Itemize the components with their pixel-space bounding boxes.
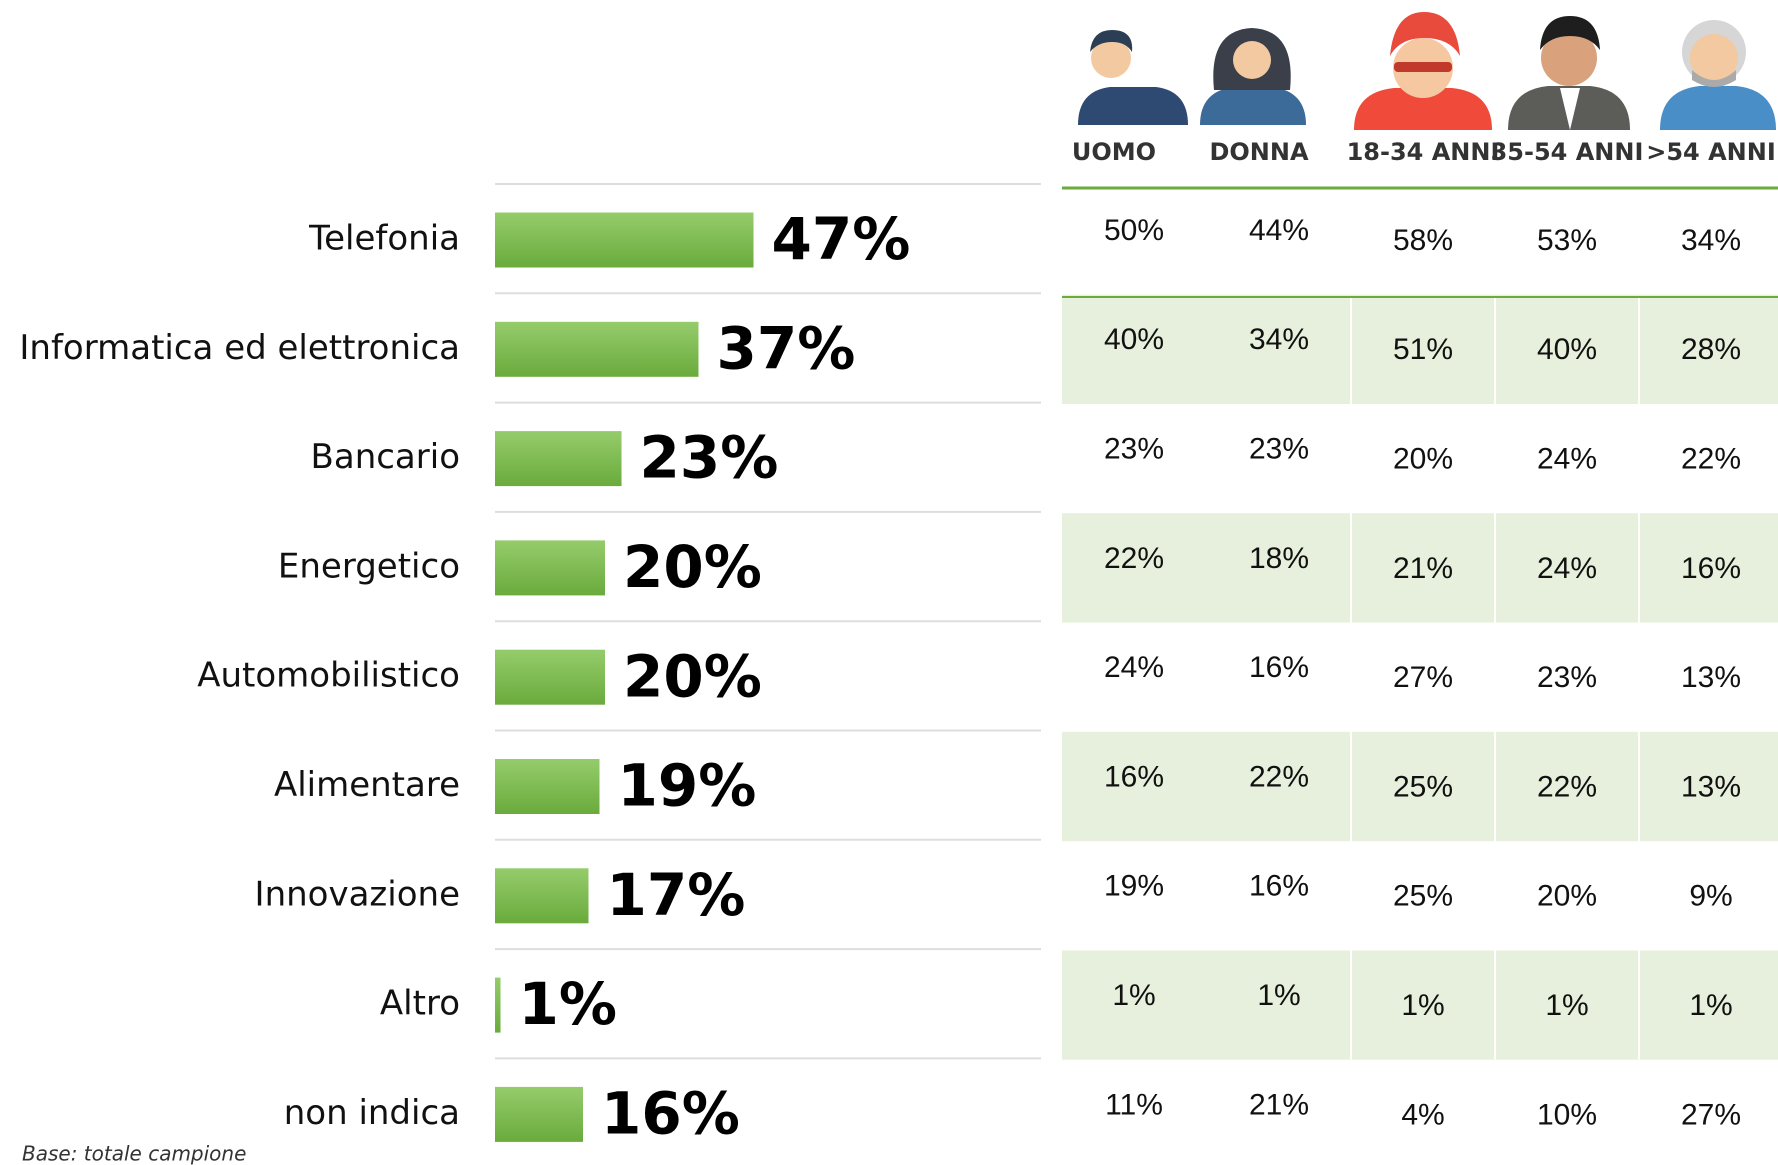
table-cell: 22% xyxy=(1681,443,1741,476)
bar xyxy=(495,213,753,268)
table-cell: 24% xyxy=(1537,443,1597,476)
table-cell: 1% xyxy=(1112,979,1155,1012)
table-cell: 24% xyxy=(1104,651,1164,684)
value-label: 47% xyxy=(771,205,910,273)
category-label: Automobilistico xyxy=(197,656,460,696)
icon-18-34 xyxy=(1354,12,1492,130)
table-cell: 27% xyxy=(1393,661,1453,694)
table-cell: 22% xyxy=(1104,542,1164,575)
bar xyxy=(495,868,588,923)
table-cell: 13% xyxy=(1681,770,1741,803)
value-label: 20% xyxy=(623,642,762,710)
bar xyxy=(495,650,605,705)
table-cell: 25% xyxy=(1393,770,1453,803)
column-header: 35-54 ANNI xyxy=(1491,138,1644,166)
table-cell: 16% xyxy=(1681,552,1741,585)
table-cell: 58% xyxy=(1393,224,1453,257)
column-header: UOMO xyxy=(1072,138,1156,166)
table-cell: 34% xyxy=(1249,323,1309,356)
table-cell: 1% xyxy=(1401,989,1444,1022)
table-cell: 21% xyxy=(1249,1088,1309,1121)
value-label: 1% xyxy=(518,970,616,1038)
table-cell: 11% xyxy=(1105,1088,1163,1121)
category-label: Innovazione xyxy=(255,874,460,914)
column-header: 18-34 ANNI xyxy=(1347,138,1500,166)
footer: Base: totale campione xyxy=(22,1142,246,1165)
chart: UOMO DONNA 18-34 ANNI35-54 ANNI>54 ANNI Tel… xyxy=(0,0,1778,1165)
table-cell: 19% xyxy=(1104,870,1164,903)
table-cell: 34% xyxy=(1681,224,1741,257)
category-label: Telefonia xyxy=(308,219,460,259)
column-header: >54 ANNI xyxy=(1646,138,1776,166)
table-cell: 40% xyxy=(1104,323,1164,356)
table-cell: 23% xyxy=(1104,433,1164,466)
bar xyxy=(495,1087,583,1142)
value-label: 16% xyxy=(601,1080,740,1148)
table-cell: 27% xyxy=(1681,1098,1741,1131)
table-cell: 22% xyxy=(1249,760,1309,793)
column-header: DONNA xyxy=(1209,138,1308,166)
table-cell: 40% xyxy=(1537,333,1597,366)
value-label: 37% xyxy=(716,314,855,382)
table-cell: 13% xyxy=(1681,661,1741,694)
table-cell: 21% xyxy=(1393,552,1453,585)
table-cell: 16% xyxy=(1249,651,1309,684)
table-cell: 20% xyxy=(1537,880,1597,913)
table-cell: 51% xyxy=(1393,333,1453,366)
icon-uomo xyxy=(1078,30,1188,125)
table-cell: 1% xyxy=(1545,989,1588,1022)
table-cell: 10% xyxy=(1537,1098,1597,1131)
icons xyxy=(1078,12,1776,130)
value-label: 17% xyxy=(606,861,745,929)
category-label: Alimentare xyxy=(274,765,460,805)
table-cell: 18% xyxy=(1249,542,1309,575)
category-label: Bancario xyxy=(311,437,460,477)
value-label: 19% xyxy=(617,752,756,820)
table-cell: 50% xyxy=(1104,214,1164,247)
table-cell: 23% xyxy=(1537,661,1597,694)
table-cell: 9% xyxy=(1689,880,1732,913)
table-cell: 24% xyxy=(1537,552,1597,585)
table-cell: 53% xyxy=(1537,224,1597,257)
table-cell: 16% xyxy=(1249,870,1309,903)
bar xyxy=(495,322,698,377)
bar xyxy=(495,431,621,486)
icon-over-54 xyxy=(1660,20,1776,130)
category-label: Energetico xyxy=(278,546,460,586)
table-cell: 20% xyxy=(1393,443,1453,476)
bar xyxy=(495,759,599,814)
table-cell: 22% xyxy=(1537,770,1597,803)
table-cell: 1% xyxy=(1257,979,1300,1012)
table-cell: 16% xyxy=(1104,760,1164,793)
table-cell: 28% xyxy=(1681,333,1741,366)
icon-donna xyxy=(1200,28,1306,125)
value-label: 20% xyxy=(623,533,762,601)
category-label: Informatica ed elettronica xyxy=(19,328,460,368)
value-label: 23% xyxy=(639,424,778,492)
bar xyxy=(495,978,500,1033)
table-cell: 1% xyxy=(1689,989,1732,1022)
table-cell: 4% xyxy=(1401,1098,1444,1131)
category-label: Altro xyxy=(380,984,460,1024)
bar xyxy=(495,540,605,595)
table-cell: 44% xyxy=(1249,214,1309,247)
table-cell: 25% xyxy=(1393,880,1453,913)
icon-35-54 xyxy=(1508,16,1630,130)
table-cell: 23% xyxy=(1249,433,1309,466)
category-label: non indica xyxy=(284,1093,460,1133)
